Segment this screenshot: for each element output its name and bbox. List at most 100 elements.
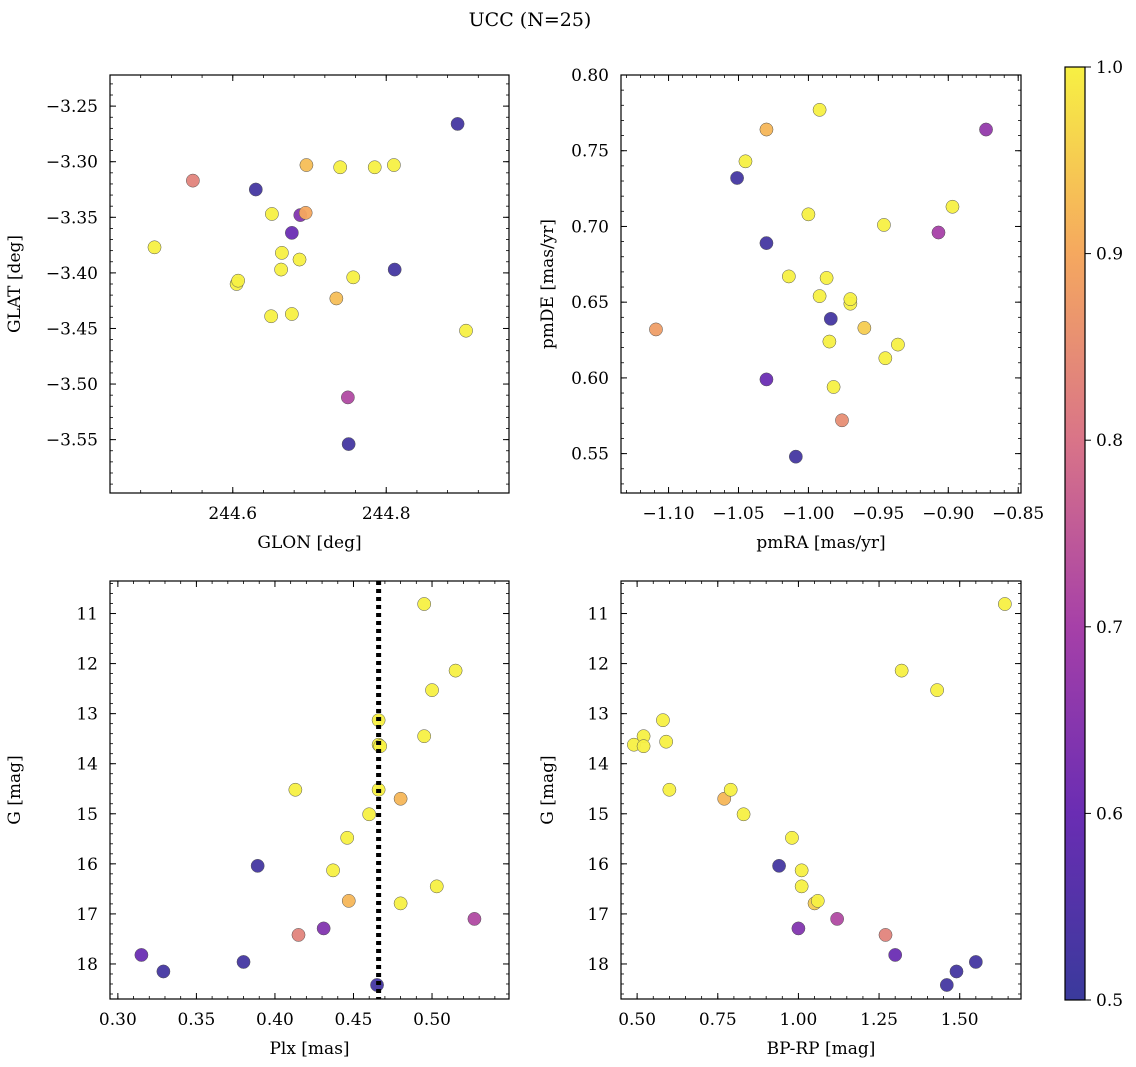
y-tick-label: 11 [76, 605, 98, 625]
data-point [274, 262, 288, 277]
data-point [723, 782, 738, 797]
data-point [791, 921, 806, 936]
data-point [186, 173, 200, 188]
y-tick-label: 17 [76, 905, 98, 925]
data-point [968, 955, 983, 969]
data-point [822, 334, 837, 349]
data-point [291, 928, 306, 942]
data-point [812, 289, 827, 303]
data-point [736, 807, 751, 822]
y-tick-label: −3.50 [46, 375, 98, 395]
x-tick-label: −1.05 [712, 504, 764, 524]
x-tick-label: 0.45 [335, 1010, 373, 1030]
y-tick-label: 15 [587, 805, 609, 825]
data-point [387, 158, 401, 172]
plot-frame [620, 580, 1022, 1000]
y-tick-label: 17 [587, 905, 609, 925]
data-point [250, 858, 265, 873]
data-point [341, 894, 356, 908]
x-axis-label: BP-RP [mag] [767, 1039, 876, 1059]
data-point [857, 321, 872, 335]
data-point [877, 218, 891, 232]
data-point [346, 270, 361, 285]
data-point [316, 921, 331, 936]
data-point [662, 782, 677, 797]
y-tick-label: −3.40 [46, 264, 98, 284]
x-tick-label: −1.00 [782, 504, 834, 524]
data-point [759, 236, 774, 250]
data-point [649, 322, 663, 337]
data-point [264, 309, 278, 324]
y-tick-label: 0.55 [571, 445, 609, 465]
data-point [450, 117, 465, 131]
colorbar-gradient [1064, 66, 1086, 1001]
data-point [843, 292, 858, 306]
data-point [292, 252, 307, 267]
data-point [275, 246, 289, 260]
x-tick-label: 1.50 [941, 1010, 979, 1030]
x-tick-label: 244.8 [362, 504, 411, 524]
x-tick-label: −1.10 [642, 504, 694, 524]
data-point [147, 240, 162, 255]
data-point [425, 683, 439, 697]
data-point [830, 912, 844, 926]
data-point [429, 879, 444, 894]
data-point [393, 896, 408, 911]
y-tick-label: −3.30 [46, 153, 98, 173]
panel-glon-glat: 244.6 244.8 −3.25 −3.30 −3.35 −3.40 −3.45 −3.50… [5, 74, 510, 553]
figure-title: UCC (N=25) [469, 9, 592, 31]
data-point [891, 337, 905, 352]
y-tick-label: 0.65 [571, 293, 609, 313]
data-point [299, 158, 314, 172]
y-tick-label: 0.75 [571, 142, 609, 162]
data-point [329, 291, 344, 306]
colorbar-tick-label: 0.6 [1096, 804, 1123, 824]
colorbar-tick-label: 0.5 [1096, 991, 1123, 1011]
y-tick-label: 0.80 [571, 66, 609, 86]
data-point [759, 372, 774, 387]
x-tick-label: 1.25 [860, 1010, 898, 1030]
data-point [888, 948, 903, 962]
data-point [878, 351, 893, 366]
x-tick-label: 0.75 [699, 1010, 737, 1030]
y-axis-label: G [mag] [538, 755, 558, 824]
x-axis-label: GLON [deg] [257, 533, 361, 553]
data-point [656, 713, 670, 728]
x-tick-label: 1.00 [779, 1010, 817, 1030]
data-point [341, 390, 355, 405]
data-point [340, 830, 355, 845]
data-point [788, 449, 803, 464]
data-point [998, 597, 1012, 611]
x-axis-label: pmRA [mas/yr] [756, 533, 885, 553]
data-point [781, 269, 796, 284]
data-point [636, 739, 651, 754]
x-tick-label: −0.90 [922, 504, 974, 524]
data-point [785, 830, 799, 845]
data-point [949, 964, 964, 979]
data-point [417, 729, 432, 744]
data-point [826, 380, 841, 394]
y-axis-label: G [mag] [5, 755, 25, 824]
panel-plx-g: 0.30 0.35 0.40 0.45 0.50 11 12 13 14 15 16 17 18 Plx … [5, 580, 510, 1059]
data-point [393, 791, 408, 806]
scatter-points [627, 597, 1012, 992]
data-point [362, 807, 377, 822]
colorbar-tick-label: 0.9 [1096, 245, 1123, 265]
data-point [794, 879, 809, 894]
x-tick-label: −0.95 [852, 504, 904, 524]
data-point [878, 928, 893, 942]
data-point [417, 597, 432, 611]
plot-frame [620, 74, 1022, 494]
x-axis-label: Plx [mas] [269, 1039, 349, 1059]
data-point [812, 102, 827, 117]
data-point [156, 964, 171, 979]
data-point [285, 226, 299, 240]
y-tick-label: −3.45 [46, 319, 98, 339]
y-tick-label: 16 [587, 855, 609, 875]
scatter-points [134, 597, 482, 992]
data-point [738, 154, 753, 169]
data-point [659, 734, 674, 749]
y-tick-label: 12 [76, 655, 98, 675]
y-tick-label: 13 [587, 705, 609, 725]
data-point [288, 782, 303, 797]
